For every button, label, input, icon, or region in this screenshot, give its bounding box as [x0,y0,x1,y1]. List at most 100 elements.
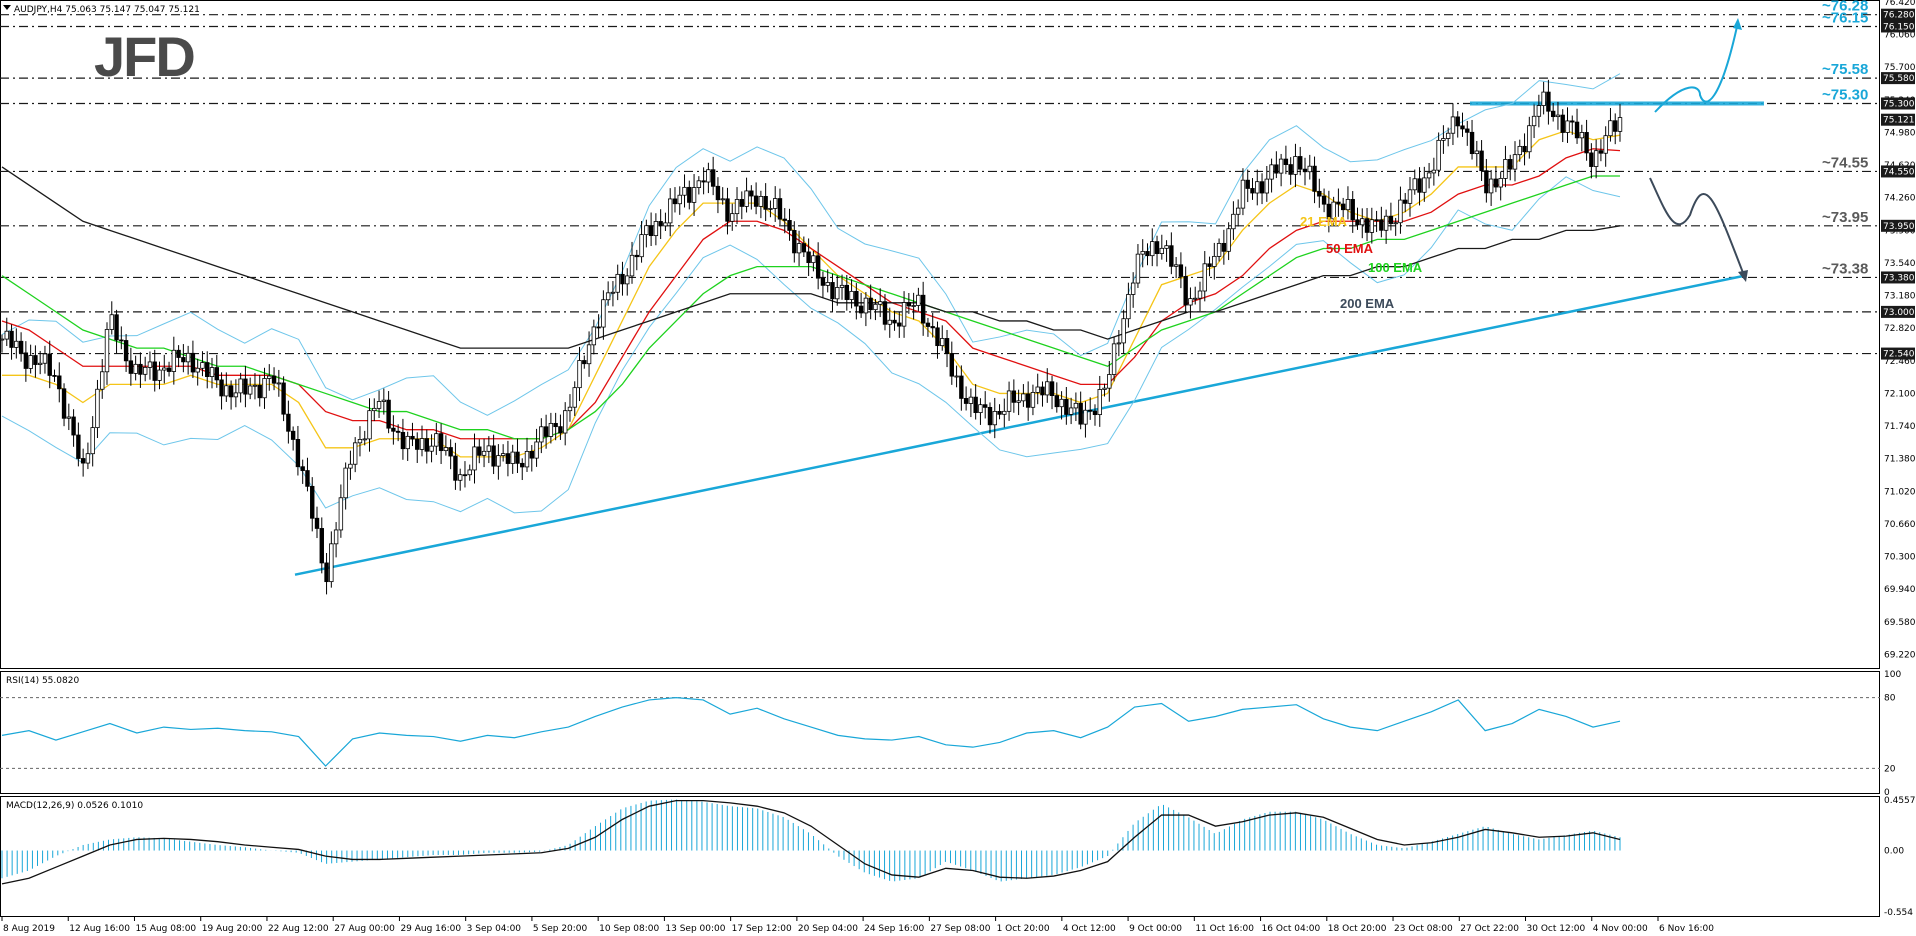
candle-body [367,410,372,440]
level-price-tag-text: 74.550 [1883,167,1915,177]
candle-body [233,392,239,398]
candle-body [1006,390,1012,412]
price-axis-label: 71.020 [1884,487,1916,497]
uptrend-line [294,274,1746,576]
candle-body [348,463,353,469]
candle-body [620,273,625,285]
candle-body [625,275,630,285]
candle-body [1340,203,1346,211]
macd-axis-label: -0.554 [1884,908,1913,918]
candle-body [1207,263,1212,267]
candle-body [882,301,888,325]
level-price-tag [1881,347,1915,360]
candle-body [23,352,29,369]
candle-body [252,384,258,387]
rsi-line [1,696,1621,767]
candle-body [1484,170,1489,194]
level-label: ~73.95 [1822,209,1868,226]
candle-body [1059,398,1064,408]
x-tick-label: 29 Aug 16:00 [400,924,461,934]
candle-body [1455,116,1460,127]
candle-body [1336,201,1341,205]
candle-body [515,451,520,464]
candle-body [968,396,974,404]
candle-body [629,254,635,277]
candle-body [878,301,883,305]
candle-body [1512,154,1518,170]
candle-body [1488,178,1494,194]
x-tick-label: 17 Sep 12:00 [732,924,792,934]
candle-body [66,416,72,419]
candle-body [949,353,954,377]
candle-body [543,426,549,437]
candle-body [858,305,864,314]
candle-body [109,314,114,330]
x-tick-label: 24 Sep 16:00 [864,924,924,934]
candle-body [787,220,792,231]
candle-body [1049,381,1055,396]
candle-body [1250,188,1255,194]
candle-body [1355,219,1360,226]
candle-body [405,435,410,450]
candle-body [286,413,291,432]
price-axis-label: 74.260 [1884,194,1916,204]
x-tick-label: 8 Aug 2019 [3,924,55,934]
level-price-tag [1881,97,1915,110]
candle-body [997,410,1002,415]
candle-body [243,378,248,395]
level-price-tag [1881,219,1915,232]
candle-body [1235,207,1241,215]
candle-body [806,251,811,264]
candle-body [1064,398,1069,415]
candle-body [577,360,582,389]
candle-body [1283,158,1289,165]
x-tick-label: 6 Nov 16:00 [1659,924,1714,934]
candle-body [801,243,807,253]
candle-body [1264,178,1270,194]
candle-body [90,427,95,455]
candle-body [1450,116,1456,134]
candle-body [777,198,783,220]
candle-body [1040,386,1045,396]
x-tick-label: 23 Oct 08:00 [1394,924,1453,934]
candle-body [1116,342,1122,345]
candle-body [238,378,243,394]
candle-body [1298,156,1303,170]
x-tick-label: 27 Sep 08:00 [930,924,990,934]
candle-body [1307,165,1312,173]
level-label: ~75.58 [1822,61,1868,78]
candle-body [901,302,907,327]
candle-body [1288,164,1293,175]
candle-body [1403,199,1408,204]
candle-body [228,385,234,398]
arrow-head-up-icon [1733,18,1742,30]
candle-body [911,305,916,307]
candle-body [730,213,735,222]
candle-body [338,497,344,531]
candle-body [1326,203,1332,220]
ema50-label: 50 EMA [1326,241,1374,256]
x-tick-label: 16 Oct 04:00 [1262,924,1321,934]
symbol-header: AUDJPY,H4 75.063 75.147 75.047 75.121 [14,5,200,15]
candle-body [944,338,950,355]
rsi-header: RSI(14) 55.0820 [6,676,79,686]
candle-body [1407,189,1413,204]
candle-body [1312,165,1317,192]
candle-body [95,388,100,429]
candle-body [448,447,453,457]
candle-body [1245,179,1250,189]
candle-body [357,439,363,444]
rsi-axis-label: 80 [1884,694,1896,704]
x-tick-label: 10 Sep 08:00 [599,924,659,934]
x-tick-label: 12 Aug 16:00 [69,924,130,934]
x-tick-label: 18 Oct 20:00 [1328,924,1387,934]
candle-body [224,385,229,397]
candle-body [648,225,654,237]
candle-body [52,375,57,377]
rsi-axis-label: 0 [1884,788,1890,798]
candle-body [0,338,5,341]
price-axis-label: 75.700 [1884,63,1916,73]
candle-body [524,451,530,468]
candle-body [486,445,492,452]
ema200-label: 200 EMA [1340,296,1395,311]
